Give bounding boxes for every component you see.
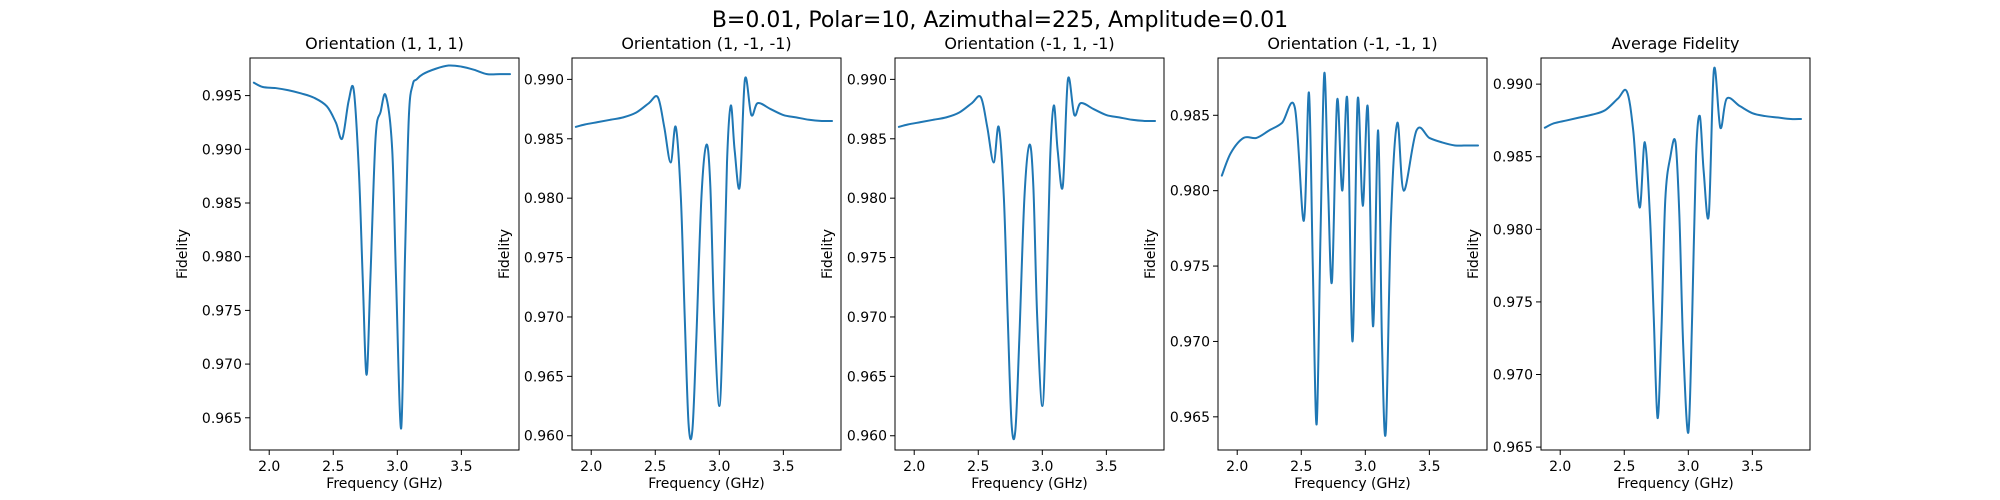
y-tick-label: 0.990: [524, 72, 564, 88]
y-tick-label: 0.985: [1493, 150, 1533, 166]
y-tick-label: 0.990: [202, 142, 242, 158]
y-tick-label: 0.965: [847, 369, 887, 385]
subplot-title: Orientation (-1, -1, 1): [1267, 34, 1437, 53]
y-tick-label: 0.990: [1493, 77, 1533, 93]
y-tick-label: 0.970: [1493, 368, 1533, 384]
subplot-1: Orientation (1, 1, 1) 0.965 0.970 0.975 0.98…: [175, 34, 520, 492]
y-tick-label: 0.990: [847, 72, 887, 88]
figure-suptitle: B=0.01, Polar=10, Azimuthal=225, Amplitu…: [712, 8, 1288, 33]
fidelity-series-line: [897, 76, 1157, 441]
subplot-title: Average Fidelity: [1612, 34, 1740, 53]
y-tick-label: 0.980: [524, 191, 564, 207]
fidelity-series-line: [574, 76, 834, 441]
y-axis-label: Fidelity: [1143, 229, 1159, 279]
y-tick-label: 0.960: [524, 429, 564, 445]
y-axis-label: Fidelity: [820, 229, 836, 279]
plot-frame: [1217, 57, 1488, 451]
subplot-5: Average Fidelity 0.965 0.970 0.975 0.980 0.98…: [1466, 34, 1811, 492]
y-tick-label: 0.965: [1170, 410, 1210, 426]
x-tick-label: 3.0: [386, 459, 408, 475]
y-tick-label: 0.970: [524, 310, 564, 326]
x-axis-label: Frequency (GHz): [1617, 476, 1733, 492]
x-tick-label: 3.0: [1677, 459, 1699, 475]
fidelity-series-line: [252, 64, 512, 430]
y-tick-label: 0.975: [1170, 259, 1210, 275]
x-tick-label: 3.0: [708, 459, 730, 475]
y-tick-label: 0.980: [202, 250, 242, 266]
x-tick-label: 3.5: [1418, 459, 1440, 475]
x-axis-label: Frequency (GHz): [326, 476, 442, 492]
subplot-panels: Orientation (1, 1, 1) 0.965 0.970 0.975 0.98…: [175, 34, 1811, 492]
y-tick-label: 0.975: [847, 251, 887, 267]
y-tick-label: 0.985: [1170, 108, 1210, 124]
fidelity-series-line: [1543, 66, 1803, 434]
x-tick-label: 2.0: [903, 459, 925, 475]
x-tick-label: 2.0: [258, 459, 280, 475]
y-tick-label: 0.965: [202, 411, 242, 427]
y-tick-label: 0.985: [847, 132, 887, 148]
x-tick-label: 3.5: [772, 459, 794, 475]
y-tick-label: 0.980: [1170, 184, 1210, 200]
y-axis-label: Fidelity: [497, 229, 513, 279]
plot-frame: [249, 57, 520, 451]
plot-frame: [1540, 57, 1811, 451]
x-tick-label: 3.0: [1031, 459, 1053, 475]
x-tick-label: 3.5: [450, 459, 472, 475]
x-tick-label: 2.5: [322, 459, 344, 475]
plot-frame: [571, 57, 842, 451]
x-tick-label: 2.0: [1549, 459, 1571, 475]
x-tick-label: 2.0: [1226, 459, 1248, 475]
x-axis-label: Frequency (GHz): [1294, 476, 1410, 492]
y-tick-label: 0.980: [1493, 222, 1533, 238]
y-tick-label: 0.985: [202, 196, 242, 212]
y-tick-label: 0.975: [524, 251, 564, 267]
y-tick-label: 0.970: [1170, 334, 1210, 350]
x-tick-label: 2.0: [580, 459, 602, 475]
y-tick-label: 0.960: [847, 429, 887, 445]
y-tick-label: 0.970: [847, 310, 887, 326]
y-tick-label: 0.980: [847, 191, 887, 207]
plot-frame: [894, 57, 1165, 451]
x-tick-label: 2.5: [1613, 459, 1635, 475]
fidelity-series-line: [1220, 72, 1480, 437]
subplot-title: Orientation (1, -1, -1): [621, 34, 791, 53]
x-tick-label: 3.0: [1354, 459, 1376, 475]
subplot-title: Orientation (1, 1, 1): [305, 34, 464, 53]
y-tick-label: 0.965: [1493, 440, 1533, 456]
x-axis-label: Frequency (GHz): [648, 476, 764, 492]
y-tick-label: 0.975: [202, 303, 242, 319]
subplot-4: Orientation (-1, -1, 1) 0.965 0.970 0.975 0.…: [1143, 34, 1488, 492]
x-tick-label: 3.5: [1095, 459, 1117, 475]
y-tick-label: 0.965: [524, 369, 564, 385]
subplot-2: Orientation (1, -1, -1) 0.960 0.965 0.970 0.…: [497, 34, 842, 492]
y-tick-label: 0.995: [202, 89, 242, 105]
x-tick-label: 2.5: [967, 459, 989, 475]
y-tick-label: 0.970: [202, 357, 242, 373]
x-axis-label: Frequency (GHz): [971, 476, 1087, 492]
y-tick-label: 0.975: [1493, 295, 1533, 311]
y-axis-label: Fidelity: [1466, 229, 1482, 279]
y-tick-label: 0.985: [524, 132, 564, 148]
x-tick-label: 2.5: [1290, 459, 1312, 475]
x-tick-label: 2.5: [644, 459, 666, 475]
subplot-title: Orientation (-1, 1, -1): [944, 34, 1114, 53]
subplot-3: Orientation (-1, 1, -1) 0.960 0.965 0.970 0.…: [820, 34, 1165, 492]
x-tick-label: 3.5: [1741, 459, 1763, 475]
y-axis-label: Fidelity: [175, 229, 191, 279]
